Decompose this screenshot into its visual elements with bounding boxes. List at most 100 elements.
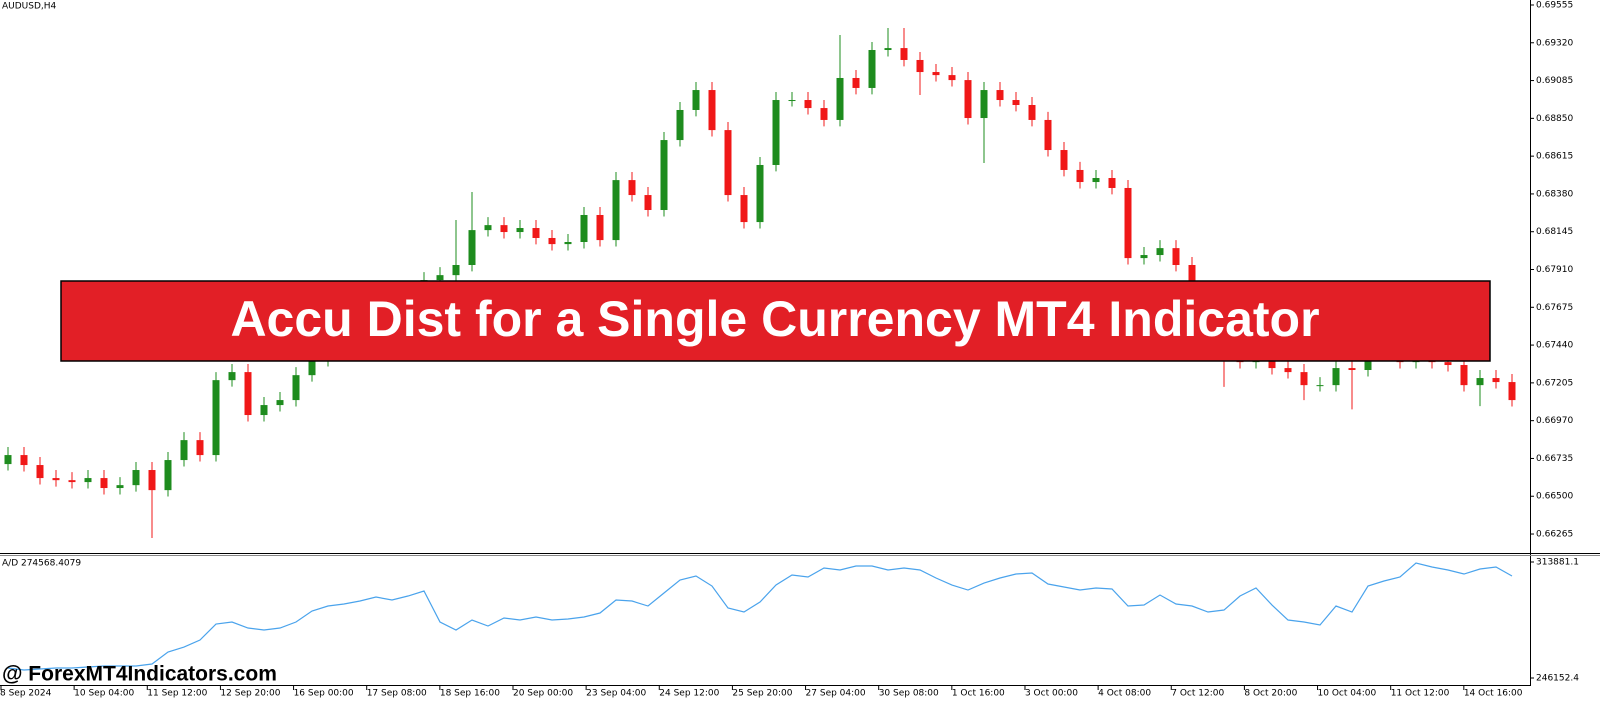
- x-tick-label: 17 Sep 08:00: [367, 689, 427, 699]
- x-tick-label: 30 Sep 08:00: [879, 689, 939, 699]
- candle-body: [1508, 382, 1516, 401]
- x-tick-label: 3 Oct 00:00: [1025, 689, 1078, 699]
- y-tick-label: 0.67910: [1536, 265, 1573, 275]
- y-tick-label: 0.67440: [1536, 341, 1573, 351]
- x-tick-label: 8 Sep 2024: [0, 689, 52, 699]
- x-tick-label: 23 Sep 04:00: [586, 689, 646, 699]
- candle-body: [724, 130, 732, 196]
- candle-body: [1060, 150, 1068, 170]
- y-tick-label: 246152.4: [1536, 674, 1579, 684]
- watermark: @ ForexMT4Indicators.com: [2, 663, 277, 686]
- candle-body: [100, 478, 108, 489]
- y-tick-label: 0.68380: [1536, 189, 1573, 199]
- y-tick-label: 0.68145: [1536, 227, 1573, 237]
- candle-body: [1108, 178, 1116, 188]
- candle-body: [708, 90, 716, 131]
- y-tick-label: 0.66500: [1536, 492, 1573, 502]
- candle-body: [836, 77, 844, 120]
- candle-body: [1188, 265, 1196, 291]
- candle-body: [36, 465, 44, 479]
- candle-body: [468, 230, 476, 266]
- candle-body: [484, 225, 492, 231]
- candle-body: [1044, 119, 1052, 151]
- y-tick-label: 0.68850: [1536, 114, 1573, 124]
- indicator-label: A/D 274568.4079: [2, 559, 81, 569]
- candle-body: [596, 214, 604, 241]
- x-tick-label: 11 Sep 12:00: [147, 689, 207, 699]
- candle-body: [500, 225, 508, 233]
- candle-body: [1284, 368, 1292, 373]
- candle-body: [292, 375, 300, 401]
- candle-body: [212, 380, 220, 456]
- x-tick-label: 10 Oct 04:00: [1318, 689, 1377, 699]
- y-tick-label: 0.66735: [1536, 454, 1573, 464]
- candle-body: [1476, 378, 1484, 386]
- candle-body: [932, 72, 940, 76]
- candle-body: [308, 360, 316, 376]
- candle-body: [980, 90, 988, 119]
- candle-body: [820, 108, 828, 120]
- candle-body: [132, 470, 140, 486]
- candle-body: [244, 372, 252, 416]
- candle-body: [164, 460, 172, 491]
- candle-body: [1348, 368, 1356, 371]
- candle-body: [1316, 385, 1324, 387]
- candle-body: [548, 237, 556, 245]
- candle-body: [1172, 248, 1180, 266]
- candle-body: [676, 109, 684, 141]
- y-tick-label: 0.69085: [1536, 76, 1573, 86]
- candle-body: [1444, 362, 1452, 366]
- candle-body: [964, 80, 972, 119]
- candle-body: [740, 195, 748, 223]
- candle-body: [916, 59, 924, 73]
- candle-body: [1076, 169, 1084, 183]
- candle-body: [612, 180, 620, 241]
- candle-body: [4, 455, 12, 465]
- symbol-label: AUDUSD,H4: [2, 2, 57, 12]
- candle-body: [228, 372, 236, 381]
- candle-body: [580, 214, 588, 243]
- candle-body: [1332, 368, 1340, 386]
- y-tick-label: 0.69320: [1536, 38, 1573, 48]
- x-tick-label: 10 Sep 04:00: [74, 689, 134, 699]
- candle-body: [852, 77, 860, 88]
- ad-line: [7, 562, 1513, 671]
- x-tick-label: 24 Sep 12:00: [659, 689, 719, 699]
- candle-body: [1140, 255, 1148, 259]
- candle-body: [1012, 100, 1020, 106]
- x-tick-label: 7 Oct 12:00: [1171, 689, 1224, 699]
- candle-body: [1492, 378, 1500, 383]
- x-tick-label: 12 Sep 20:00: [220, 689, 280, 699]
- candle-body: [68, 480, 76, 483]
- candle-body: [692, 90, 700, 110]
- axes: 0.69555 0.69320 0.69085 0.68850 0.68615 0.683…: [0, 0, 1579, 698]
- y-tick-label: 0.66265: [1536, 530, 1573, 540]
- x-tick-label: 25 Sep 20:00: [732, 689, 792, 699]
- candle-body: [84, 478, 92, 483]
- y-tick-label: 0.68615: [1536, 152, 1573, 162]
- candle-body: [564, 242, 572, 245]
- y-tick-label: 0.69555: [1536, 0, 1573, 10]
- candle-body: [260, 405, 268, 416]
- candle-body: [884, 48, 892, 51]
- x-tick-label: 14 Oct 16:00: [1464, 689, 1523, 699]
- x-tick-label: 20 Sep 00:00: [513, 689, 573, 699]
- candle-body: [1156, 248, 1164, 256]
- candle-body: [1300, 372, 1308, 386]
- candle-body: [116, 485, 124, 489]
- candle-body: [644, 195, 652, 211]
- x-tick-label: 16 Sep 00:00: [294, 689, 354, 699]
- y-tick-label: 0.67675: [1536, 303, 1573, 313]
- y-tick-label: 313881.1: [1536, 558, 1579, 568]
- y-tick-label: 0.67205: [1536, 378, 1573, 388]
- candle-body: [996, 90, 1004, 101]
- candle-body: [1092, 178, 1100, 183]
- candle-body: [900, 48, 908, 60]
- candle-body: [516, 228, 524, 233]
- candle-body: [452, 265, 460, 276]
- x-tick-label: 27 Sep 04:00: [806, 689, 866, 699]
- candle-body: [868, 50, 876, 88]
- candle-body: [948, 75, 956, 81]
- candle-body: [20, 455, 28, 466]
